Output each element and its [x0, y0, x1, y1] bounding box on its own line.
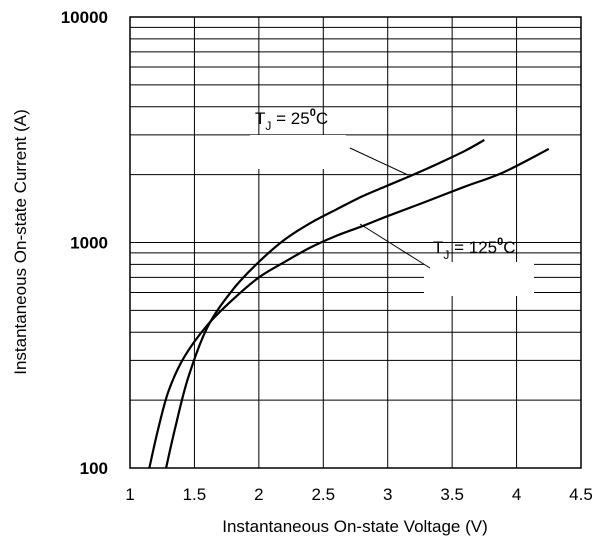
y-tick-label: 100: [80, 459, 108, 478]
series-label-125c: TJ = 1250C: [433, 236, 516, 262]
label-background-25c: [250, 135, 346, 169]
label-temperature: = 125: [449, 238, 497, 257]
y-tick-label: 10000: [61, 8, 108, 27]
curve-125c: [148, 147, 550, 469]
leader-lines: [349, 147, 431, 269]
x-tick-labels: 1 1.5 2 2.5 3 3.5 4 4.5: [125, 485, 593, 504]
label-background-125c: [424, 262, 534, 296]
x-tick-label: 2.5: [311, 485, 335, 504]
x-tick-label: 4.5: [569, 485, 593, 504]
x-tick-label: 2: [254, 485, 263, 504]
label-unit: C: [503, 238, 515, 257]
label-temperature: = 25: [271, 109, 309, 128]
label-degree: 0: [310, 107, 316, 119]
plot-frame: [129, 16, 582, 469]
curves: [148, 138, 550, 469]
x-tick-label: 4: [512, 485, 521, 504]
y-tick-labels: 100 1000 10000: [61, 8, 108, 478]
y-axis-title: Instantaneous On-state Current (A): [11, 109, 30, 375]
label-subscript: J: [443, 248, 449, 262]
x-tick-label: 1: [125, 485, 134, 504]
curve-25c: [165, 138, 485, 469]
leader-line-125c: [359, 223, 431, 269]
y-tick-label: 1000: [70, 234, 108, 253]
label-backgrounds: [250, 135, 534, 296]
grid: [130, 17, 581, 468]
label-subscript: J: [265, 119, 271, 133]
x-tick-label: 3: [383, 485, 392, 504]
x-axis-title: Instantaneous On-state Voltage (V): [222, 517, 488, 536]
x-tick-label: 3.5: [440, 485, 464, 504]
x-tick-label: 1.5: [183, 485, 207, 504]
leader-line-25c: [349, 147, 409, 176]
series-label-25c: TJ = 250C: [255, 107, 328, 133]
label-t: T: [433, 238, 443, 257]
label-unit: C: [316, 109, 328, 128]
label-degree: 0: [497, 236, 503, 248]
label-t: T: [255, 109, 265, 128]
